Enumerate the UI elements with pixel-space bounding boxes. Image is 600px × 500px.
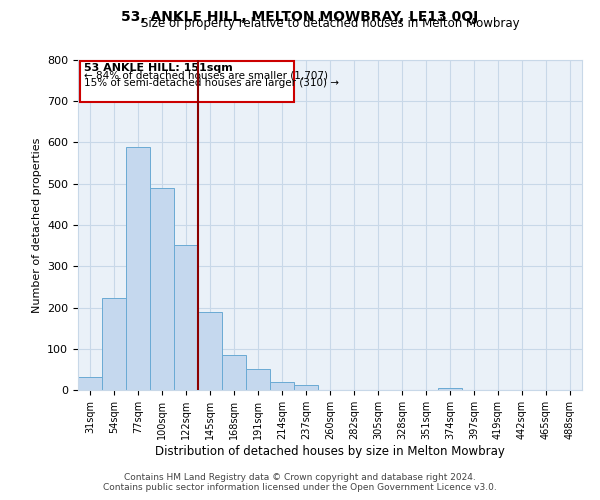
Text: ← 84% of detached houses are smaller (1,707): ← 84% of detached houses are smaller (1,…: [84, 70, 328, 81]
Bar: [126, 146, 150, 390]
Text: Contains public sector information licensed under the Open Government Licence v3: Contains public sector information licen…: [103, 484, 497, 492]
FancyBboxPatch shape: [80, 61, 294, 102]
Bar: [174, 245, 198, 390]
Bar: [198, 312, 222, 390]
Bar: [246, 370, 270, 390]
Title: Size of property relative to detached houses in Melton Mowbray: Size of property relative to detached ho…: [140, 16, 520, 30]
Bar: [294, 384, 318, 390]
Text: 15% of semi-detached houses are larger (310) →: 15% of semi-detached houses are larger (…: [84, 78, 339, 88]
Bar: [270, 382, 294, 390]
Y-axis label: Number of detached properties: Number of detached properties: [32, 138, 41, 312]
Bar: [78, 377, 102, 390]
X-axis label: Distribution of detached houses by size in Melton Mowbray: Distribution of detached houses by size …: [155, 444, 505, 458]
Bar: [438, 388, 462, 390]
Text: 53, ANKLE HILL, MELTON MOWBRAY, LE13 0QJ: 53, ANKLE HILL, MELTON MOWBRAY, LE13 0QJ: [121, 10, 479, 24]
Bar: [102, 298, 126, 390]
Text: 53 ANKLE HILL: 151sqm: 53 ANKLE HILL: 151sqm: [84, 63, 233, 73]
Bar: [222, 355, 246, 390]
Bar: [150, 188, 174, 390]
Text: Contains HM Land Registry data © Crown copyright and database right 2024.: Contains HM Land Registry data © Crown c…: [124, 474, 476, 482]
